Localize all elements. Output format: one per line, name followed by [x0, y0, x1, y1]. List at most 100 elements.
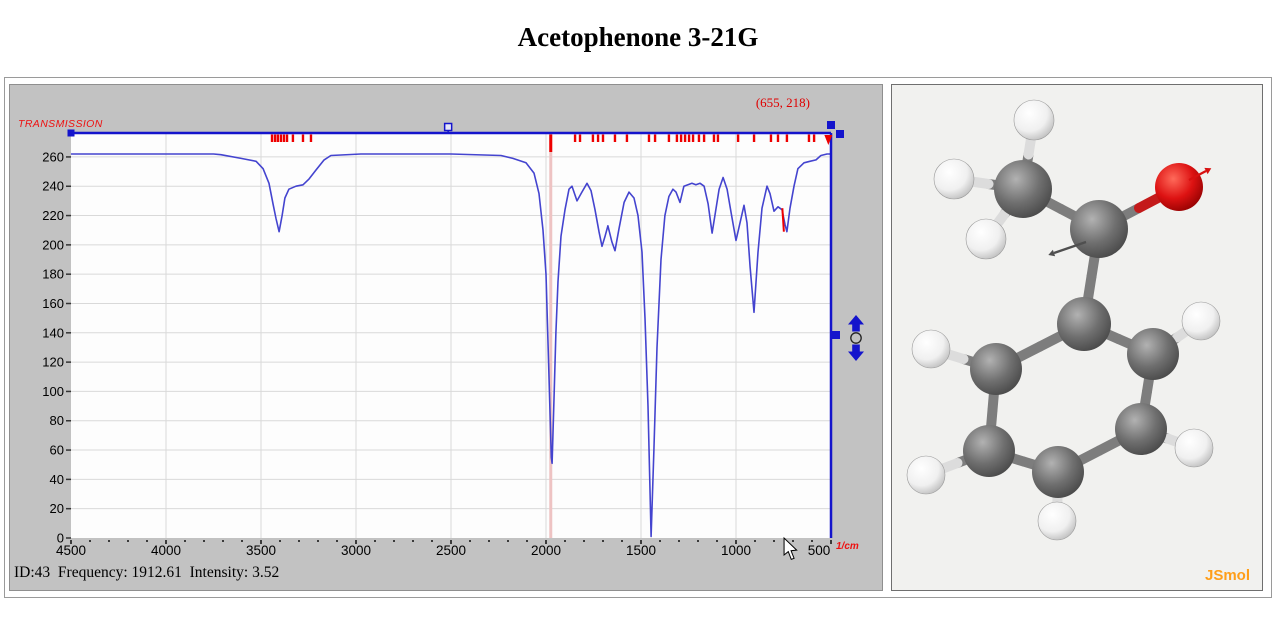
y-tick-label: 260 [42, 149, 64, 164]
y-tick-label: 40 [50, 472, 64, 487]
x-minor-tick [488, 540, 490, 542]
x-minor-tick [583, 540, 585, 542]
left-frame-handle[interactable] [67, 129, 75, 137]
x-tick-label: 2000 [531, 543, 561, 558]
x-minor-tick [127, 540, 129, 542]
x-tick-label: 4500 [56, 543, 86, 558]
atom-C-ball[interactable] [994, 160, 1052, 218]
x-tick-label: 3500 [246, 543, 276, 558]
x-minor-tick [184, 540, 186, 542]
x-minor-tick [393, 540, 395, 542]
x-minor-tick [203, 540, 205, 542]
selected-mode-highlight-band [549, 133, 553, 538]
x-minor-tick [222, 540, 224, 542]
x-tick-label: 3000 [341, 543, 371, 558]
x-major-tick [640, 540, 642, 544]
scroll-control [848, 315, 864, 361]
x-axis-unit-label: 1/cm [836, 541, 859, 552]
x-major-tick [545, 540, 547, 544]
x-minor-tick [564, 540, 566, 542]
vibration-vector-head [1048, 249, 1056, 257]
scroll-circle-icon[interactable] [850, 332, 862, 344]
atom-H-ball[interactable] [1037, 501, 1077, 541]
x-major-tick [70, 540, 72, 544]
right-axis-handle[interactable] [832, 331, 840, 339]
x-tick-label: 1000 [721, 543, 751, 558]
x-tick-label: 2500 [436, 543, 466, 558]
x-minor-tick [336, 540, 338, 542]
ir-spectrum-panel: 4500 4000 3500 3000 2500 2000 1500 1000 500 0 20 40… [9, 84, 883, 591]
atom-H-ball[interactable] [1181, 301, 1221, 341]
x-minor-tick [716, 540, 718, 542]
x-tick-label: 500 [808, 543, 831, 558]
y-tick-label: 200 [42, 237, 64, 252]
x-minor-tick [773, 540, 775, 542]
y-tick-label: 20 [50, 501, 64, 516]
atom-C-ball[interactable] [1032, 446, 1084, 498]
atom-C-ball[interactable] [1057, 297, 1111, 351]
x-tick-label: 4000 [151, 543, 181, 558]
x-minor-tick [602, 540, 604, 542]
atom-H-ball[interactable] [1013, 99, 1055, 141]
atom-C-ball[interactable] [1070, 200, 1128, 258]
x-minor-tick [108, 540, 110, 542]
oxygen-displacement-arrow [1188, 167, 1212, 182]
x-minor-tick [754, 540, 756, 542]
vibration-vector-stem [1188, 169, 1207, 182]
atom-C-ball[interactable] [970, 343, 1022, 395]
atom-H-ball[interactable] [933, 158, 975, 200]
x-minor-tick [659, 540, 661, 542]
corner-handle-top[interactable] [827, 121, 835, 129]
x-minor-tick [678, 540, 680, 542]
y-tick-label: 100 [42, 384, 64, 399]
jsmol-watermark: JSmol [1204, 567, 1250, 584]
corner-handle-right[interactable] [836, 130, 844, 138]
y-tick-label: 160 [42, 296, 64, 311]
atom-H-ball[interactable] [1174, 428, 1214, 468]
x-major-tick [450, 540, 452, 544]
x-axis: 4500 4000 3500 3000 2500 2000 1500 1000 500 [56, 540, 832, 558]
scroll-down-arrow-icon[interactable] [848, 344, 864, 362]
molecule-viewer[interactable]: JSmol [891, 84, 1263, 591]
mouse-cursor-icon [783, 536, 798, 561]
x-major-tick [830, 540, 832, 544]
cursor-coordinate-readout: (655, 218) [755, 95, 810, 110]
x-minor-tick [431, 540, 433, 542]
right-edge-mode-marker[interactable] [824, 135, 833, 145]
x-minor-tick [526, 540, 528, 542]
scroll-up-arrow-icon[interactable] [848, 315, 864, 332]
x-minor-tick [697, 540, 699, 542]
range-frame [71, 131, 833, 538]
x-minor-tick [298, 540, 300, 542]
mode-tick-marks [270, 134, 833, 152]
x-tick-label: 1500 [626, 543, 656, 558]
x-minor-tick [241, 540, 243, 542]
x-minor-tick [279, 540, 281, 542]
atom-H-ball[interactable] [911, 329, 951, 369]
atom-C-ball[interactable] [1115, 403, 1167, 455]
y-tick-label: 0 [57, 531, 64, 546]
x-major-tick [735, 540, 737, 544]
atom-H-ball[interactable] [965, 218, 1007, 260]
carbonyl-C-displacement-arrow [1048, 240, 1087, 257]
x-minor-tick [89, 540, 91, 542]
x-minor-tick [811, 540, 813, 542]
molecule-3d-model[interactable] [892, 85, 1262, 590]
atom-O-ball[interactable] [1155, 163, 1203, 211]
x-minor-tick [412, 540, 414, 542]
y-tick-label: 240 [42, 179, 64, 194]
x-minor-tick [469, 540, 471, 542]
y-tick-label: 60 [50, 443, 64, 458]
x-minor-tick [146, 540, 148, 542]
ir-spectrum-plot[interactable]: 4500 4000 3500 3000 2500 2000 1500 1000 500 0 20 40… [10, 85, 882, 590]
atom-C-ball[interactable] [963, 425, 1015, 477]
x-minor-tick [374, 540, 376, 542]
x-major-tick [260, 540, 262, 544]
y-tick-label: 80 [50, 413, 64, 428]
top-slider-handle[interactable] [443, 122, 453, 132]
red-curve-segment [781, 208, 785, 232]
atom-H-ball[interactable] [906, 455, 946, 495]
x-minor-tick [317, 540, 319, 542]
atom-C-ball[interactable] [1127, 328, 1179, 380]
